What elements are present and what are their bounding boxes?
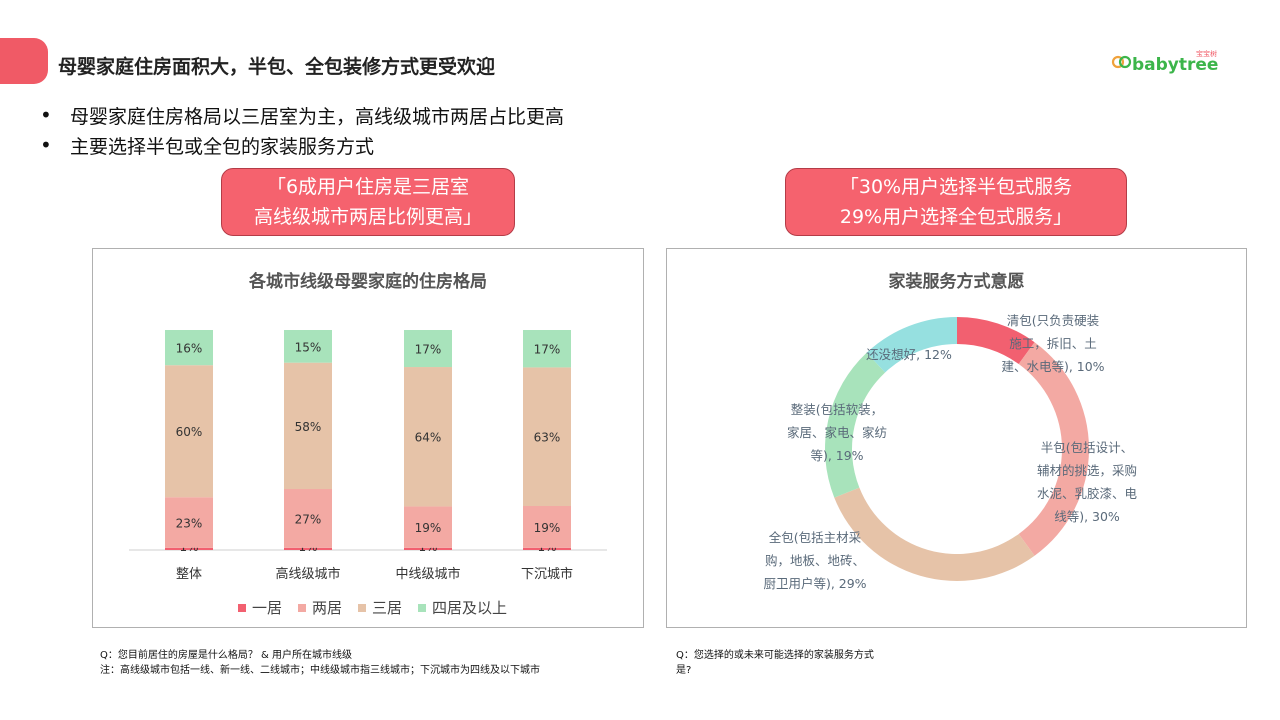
slice-label: 半包(包括设计、 (1041, 440, 1133, 455)
bar-data-label: 58% (295, 420, 322, 434)
bullet-item: • 主要选择半包或全包的家装服务方式 (40, 133, 375, 158)
slice-label: 线等), 30% (1054, 509, 1120, 524)
legend-item: 两居 (298, 597, 342, 618)
donut-slice (825, 352, 886, 498)
slice-label: 等), 19% (810, 448, 863, 463)
x-tick-label: 下沉城市 (521, 566, 573, 582)
donut-slice (834, 487, 1035, 581)
legend-swatch (418, 603, 427, 612)
footnote-line: Q：您选择的或未来可能选择的家装服务方式 (676, 650, 874, 661)
slice-label: 清包(只负责硬装 (1007, 313, 1099, 328)
bar-segment (404, 547, 452, 550)
bar-segment (165, 547, 213, 550)
x-tick-label: 整体 (176, 567, 202, 582)
donut-chart-panel: 家装服务方式意愿 清包(只负责硬装 施工，拆旧、土 建、水电等), 10% 半包(包括… (666, 248, 1247, 628)
bar-data-label: 15% (295, 340, 322, 354)
legend-item: 四居及以上 (418, 597, 507, 618)
bar-data-label: 19% (534, 521, 561, 535)
babytree-logo: babytree 宝宝树 (1110, 48, 1220, 78)
callout-line: 高线级城市两居比例更高」 (253, 206, 482, 228)
bar-chart-panel: 各城市线级母婴家庭的住房格局 1%23%60%16%整体1%27%58%15%高… (92, 248, 644, 628)
bar-segment (404, 330, 452, 368)
bar-data-label: 19% (415, 521, 442, 535)
bar-segment (284, 362, 332, 490)
slice-label: 购，地板、地砖、 (765, 553, 865, 568)
legend-swatch (298, 603, 307, 612)
bar-data-label: 64% (415, 431, 442, 445)
bar-data-label: 17% (534, 343, 561, 357)
bar-segment (523, 330, 571, 368)
legend-label: 一居 (252, 599, 283, 617)
bullet-text: 主要选择半包或全包的家装服务方式 (70, 135, 375, 158)
donut-slice (866, 317, 957, 373)
bar-segment (284, 489, 332, 548)
bar-data-label: 23% (176, 517, 203, 531)
bullet-item: • 母婴家庭住房格局以三居室为主，高线级城市两居占比更高 (40, 103, 565, 128)
footnote-right: Q：您选择的或未来可能选择的家装服务方式 是? (676, 648, 874, 678)
callout-line: 29%用户选择全包式服务」 (839, 206, 1073, 228)
legend-label: 四居及以上 (432, 599, 508, 617)
svg-text:babytree: babytree (1132, 55, 1218, 75)
bar-segment (404, 367, 452, 507)
bullet-list: • 母婴家庭住房格局以三居室为主，高线级城市两居占比更高 • 主要选择半包或全包的家… (40, 100, 564, 160)
slice-label: 建、水电等), 10% (1001, 359, 1104, 374)
bar-data-label: 60% (176, 425, 203, 439)
bar-chart-title: 各城市线级母婴家庭的住房格局 (249, 272, 487, 292)
x-tick-label: 高线级城市 (275, 566, 340, 582)
bar-segment (165, 365, 213, 498)
bullet-text: 母婴家庭住房格局以三居室为主，高线级城市两居占比更高 (70, 105, 565, 128)
bar-chart-legend: 一居 两居 三居 四居及以上 (238, 597, 507, 618)
slice-label: 全包(包括主材采 (769, 530, 862, 545)
donut-chart-title: 家装服务方式意愿 (888, 272, 1025, 292)
legend-swatch (358, 603, 367, 612)
bar-segment (523, 547, 571, 550)
legend-label: 三居 (372, 599, 403, 617)
legend-label: 两居 (312, 599, 343, 617)
x-tick-label: 中线级城市 (395, 566, 460, 582)
footnote-left: Q：您目前居住的房屋是什么格局？ & 用户所在城市线级 注：高线级城市包括一线、… (100, 648, 540, 678)
bar-segment (523, 506, 571, 548)
bar-segment (165, 497, 213, 548)
svg-text:宝宝树: 宝宝树 (1196, 49, 1217, 58)
slice-label: 整装(包括软装， (791, 402, 883, 417)
bar-chart: 1%23%60%16%整体1%27%58%15%高线级城市1%19%64%17%… (129, 330, 607, 582)
bar-data-label: 63% (534, 431, 561, 445)
callout-right: 「30%用户选择半包式服务 29%用户选择全包式服务」 (785, 168, 1127, 236)
slice-label: 施工，拆旧、土 (1009, 336, 1097, 351)
bar-data-label: 16% (176, 342, 203, 356)
slice-label: 水泥、乳胶漆、电 (1037, 486, 1138, 501)
bar-data-label: 17% (415, 343, 442, 357)
bar-segment (165, 330, 213, 366)
legend-item: 一居 (238, 597, 282, 618)
header-accent-tab (0, 38, 48, 84)
footnote-line: 注：高线级城市包括一线、新一线、二线城市；中线级城市指三线城市；下沉城市为四线及… (100, 665, 540, 676)
donut-slice (957, 317, 1035, 365)
page-title: 母婴家庭住房面积大，半包、全包装修方式更受欢迎 (58, 56, 496, 78)
slice-label: 家居、家电、家纺 (787, 425, 887, 440)
bar-data-label: 27% (295, 512, 322, 526)
slice-label: 还没想好, 12% (866, 347, 952, 362)
legend-item: 三居 (358, 597, 402, 618)
bar-segment (523, 367, 571, 506)
slice-label: 厨卫用户等), 29% (763, 576, 866, 591)
legend-swatch (238, 603, 246, 612)
footnote-line: 是? (676, 665, 692, 676)
donut-slice (1018, 342, 1089, 556)
bar-segment (284, 330, 332, 363)
callout-line: 「6成用户住房是三居室 (266, 176, 470, 198)
callout-left: 「6成用户住房是三居室 高线级城市两居比例更高」 (221, 168, 515, 236)
footnote-line: Q：您目前居住的房屋是什么格局？ & 用户所在城市线级 (100, 650, 353, 661)
bar-segment (404, 506, 452, 548)
bar-segment (284, 547, 332, 550)
slice-label: 辅材的挑选，采购 (1037, 463, 1137, 478)
callout-line: 「30%用户选择半包式服务 (839, 176, 1073, 198)
